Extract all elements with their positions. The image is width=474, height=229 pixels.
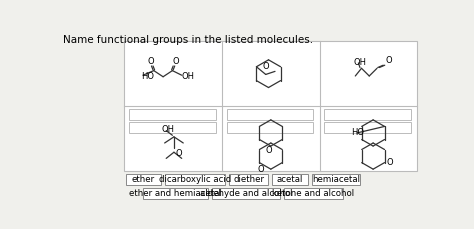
Bar — [126, 174, 161, 185]
Text: O: O — [263, 62, 270, 71]
Text: Name functional groups in the listed molecules.: Name functional groups in the listed mol… — [63, 35, 313, 45]
Text: ketone and alcohol: ketone and alcohol — [273, 189, 355, 198]
Text: O: O — [258, 165, 264, 174]
Bar — [324, 109, 411, 120]
Bar — [129, 109, 216, 120]
Bar — [272, 174, 308, 185]
Bar — [324, 122, 411, 133]
Text: aldehyde and alcohol: aldehyde and alcohol — [200, 189, 292, 198]
Bar — [227, 122, 313, 133]
Bar — [129, 122, 216, 133]
Bar — [227, 109, 313, 120]
Text: O: O — [385, 56, 392, 65]
Bar — [284, 188, 343, 199]
Text: HO: HO — [141, 72, 154, 81]
Text: O: O — [172, 57, 179, 66]
Bar — [212, 188, 280, 199]
Text: O: O — [265, 146, 272, 155]
Bar — [311, 174, 360, 185]
Text: O: O — [386, 158, 393, 167]
Text: OH: OH — [162, 125, 174, 134]
Text: ether: ether — [132, 175, 155, 184]
Text: hemiacetal: hemiacetal — [312, 175, 360, 184]
Text: O: O — [175, 149, 182, 158]
Text: dicarboxylic acid: dicarboxylic acid — [159, 175, 231, 184]
Text: OH: OH — [354, 58, 367, 67]
Text: HO: HO — [351, 128, 364, 137]
Text: acetal: acetal — [277, 175, 303, 184]
Bar — [124, 41, 417, 171]
Text: O: O — [147, 57, 154, 66]
Text: diether: diether — [233, 175, 264, 184]
Text: ether and hemiacetal: ether and hemiacetal — [129, 189, 222, 198]
Text: OH: OH — [182, 72, 195, 81]
Bar — [143, 188, 208, 199]
Bar — [229, 174, 268, 185]
Bar — [165, 174, 226, 185]
